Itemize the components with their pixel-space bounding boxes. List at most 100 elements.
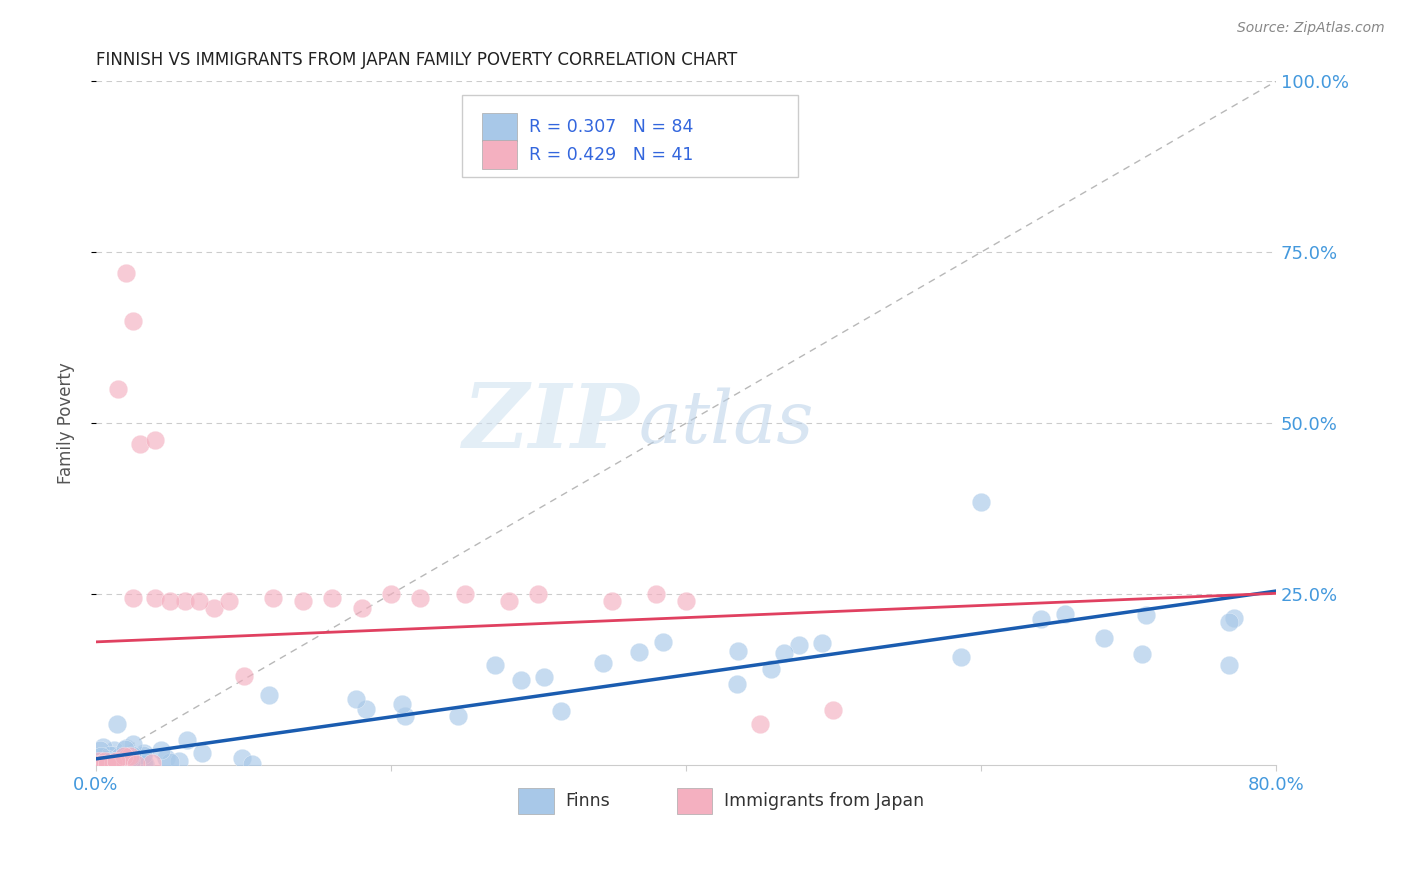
Point xyxy=(447,709,470,723)
Point xyxy=(89,743,111,757)
Point xyxy=(1135,607,1157,622)
Point xyxy=(675,594,697,608)
Point xyxy=(550,704,572,718)
Point xyxy=(134,746,156,760)
Point xyxy=(94,751,117,765)
Point xyxy=(96,752,118,766)
Point xyxy=(98,754,121,768)
Point xyxy=(91,757,114,772)
Point xyxy=(173,594,195,608)
Point xyxy=(350,600,373,615)
Point xyxy=(110,755,132,769)
Point xyxy=(134,757,156,772)
Point xyxy=(484,657,506,672)
Point xyxy=(454,587,477,601)
Point xyxy=(111,750,134,764)
Point xyxy=(1092,631,1115,645)
Point xyxy=(176,732,198,747)
Point xyxy=(628,645,651,659)
Point xyxy=(90,749,112,764)
Point xyxy=(129,436,152,450)
Point xyxy=(141,756,163,770)
Point xyxy=(652,635,675,649)
FancyBboxPatch shape xyxy=(461,95,799,178)
Point xyxy=(159,594,181,608)
Point xyxy=(107,382,129,396)
Point xyxy=(105,749,128,764)
Point xyxy=(132,752,155,766)
Point xyxy=(527,587,550,601)
Point xyxy=(218,594,240,608)
Point xyxy=(149,743,172,757)
Point xyxy=(257,688,280,702)
Point xyxy=(533,670,555,684)
Point xyxy=(98,748,121,763)
Point xyxy=(100,757,122,772)
Y-axis label: Family Poverty: Family Poverty xyxy=(58,362,75,484)
Point xyxy=(380,587,402,601)
Point xyxy=(103,743,125,757)
Point xyxy=(811,636,834,650)
Point xyxy=(103,756,125,770)
Point xyxy=(97,754,120,768)
Point xyxy=(772,646,794,660)
Point xyxy=(105,754,128,768)
Point xyxy=(202,600,225,615)
Point xyxy=(120,751,142,765)
Point xyxy=(1218,615,1240,629)
Point xyxy=(129,755,152,769)
Point xyxy=(167,755,190,769)
Point xyxy=(143,591,166,605)
Point xyxy=(91,750,114,764)
Point xyxy=(112,757,135,772)
Point xyxy=(132,756,155,771)
Point xyxy=(120,756,142,771)
Point xyxy=(96,757,118,772)
Point xyxy=(114,741,136,756)
Text: Source: ZipAtlas.com: Source: ZipAtlas.com xyxy=(1237,21,1385,35)
Bar xyxy=(519,789,554,814)
Point xyxy=(105,756,128,770)
Point xyxy=(727,643,749,657)
Point xyxy=(232,669,254,683)
Point xyxy=(1218,657,1240,672)
Point xyxy=(159,755,181,769)
Point xyxy=(970,495,993,509)
Point xyxy=(128,750,150,764)
Point xyxy=(1053,607,1076,622)
Point xyxy=(107,756,129,770)
Text: FINNISH VS IMMIGRANTS FROM JAPAN FAMILY POVERTY CORRELATION CHART: FINNISH VS IMMIGRANTS FROM JAPAN FAMILY … xyxy=(96,51,737,69)
Text: atlas: atlas xyxy=(638,388,814,458)
Point xyxy=(231,751,253,765)
Text: Finns: Finns xyxy=(565,792,610,810)
Point xyxy=(748,717,770,731)
Point xyxy=(90,756,112,771)
Point xyxy=(344,692,367,706)
Point xyxy=(105,717,128,731)
Point xyxy=(121,737,143,751)
Bar xyxy=(482,141,517,169)
Point xyxy=(592,657,614,671)
Point xyxy=(394,709,416,723)
Point xyxy=(104,756,127,770)
Point xyxy=(103,756,125,771)
Point xyxy=(509,673,531,687)
Point xyxy=(101,748,124,763)
Point xyxy=(191,747,214,761)
Point xyxy=(132,748,155,763)
Point xyxy=(112,748,135,763)
Point xyxy=(104,754,127,768)
Point xyxy=(93,754,115,768)
Point xyxy=(104,751,127,765)
Point xyxy=(112,756,135,771)
Point xyxy=(121,748,143,763)
Point xyxy=(725,677,748,691)
Point xyxy=(105,755,128,769)
Point xyxy=(498,594,520,608)
Point xyxy=(115,749,138,764)
Point xyxy=(110,749,132,764)
Point xyxy=(97,754,120,768)
Point xyxy=(122,591,145,605)
Point xyxy=(105,757,128,772)
Point xyxy=(391,697,413,711)
